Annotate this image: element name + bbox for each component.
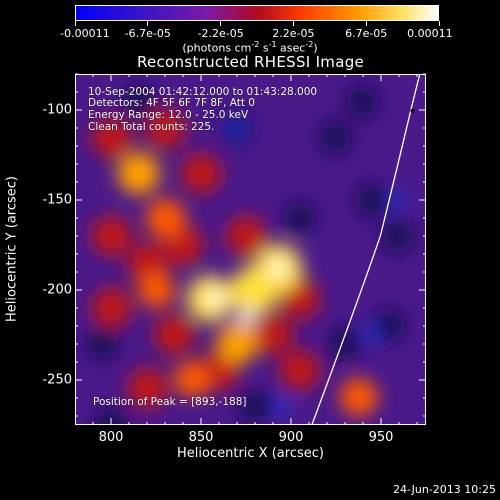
colorbar-tick-label: -6.7e-05 (124, 27, 171, 40)
y-tick-label: -100 (42, 102, 72, 118)
colorbar-tick-label: 6.7e-05 (345, 27, 388, 40)
heatmap-negative-region (328, 327, 361, 360)
heatmap-core (237, 307, 256, 326)
x-tick-label: 800 (98, 430, 124, 445)
detectors-annotation: Detectors: 4F 5F 6F 7F 8F, Att 0 (88, 97, 255, 109)
heatmap-bright-region (173, 360, 211, 398)
heatmap-negative-peak (389, 191, 408, 210)
colorbar-tick (292, 21, 294, 26)
heatmap-emission-region (145, 108, 186, 149)
heatmap-blobs (86, 85, 415, 424)
heatmap-emission-region (252, 314, 293, 355)
heatmap-core (269, 259, 288, 278)
time-range-annotation: 10-Sep-2004 01:42:12.000 to 01:43:28.000 (88, 86, 318, 98)
heatmap-negative-region (283, 202, 316, 235)
heatmap-negative-region (238, 390, 271, 423)
heatmap-bright-region (339, 378, 378, 417)
heatmap-emission-region (279, 350, 320, 391)
colorbar-units: (photons cm-2 s-1 asec-2) (182, 40, 318, 55)
heatmap (76, 75, 425, 424)
x-tick-label: 850 (188, 430, 214, 445)
colorbar-tick (74, 21, 76, 26)
heatmap-emission-region (91, 216, 132, 257)
colorbar-tick (365, 21, 367, 26)
heatmap-emission-region (154, 314, 195, 355)
heatmap-emission-region (226, 216, 267, 257)
plot-area: 10-Sep-2004 01:42:12.000 to 01:43:28.000… (75, 74, 426, 425)
heatmap-emission-region (127, 368, 168, 409)
colorbar-tick (220, 21, 222, 26)
heatmap-bright-region (216, 322, 258, 364)
marker-dot (410, 108, 415, 113)
heatmap-negative-peak (272, 397, 291, 416)
heatmap-negative-region (346, 85, 379, 118)
heatmap-bright-region (145, 198, 186, 238)
colorbar-tick-label: 2.2e-05 (272, 27, 315, 40)
heatmap-negative-region (95, 408, 128, 424)
x-tick-label: 950 (368, 430, 394, 445)
heatmap-emission-region (181, 153, 222, 194)
solar-limb (311, 75, 421, 424)
y-tick-label: -200 (42, 282, 72, 298)
clean-annotation: Clean Total counts: 225. (88, 121, 215, 133)
colorbar-gradient (76, 6, 438, 20)
timestamp: 24-Jun-2013 10:25 (393, 483, 496, 496)
x-tick-label: 900 (278, 430, 304, 445)
heatmap-core (206, 289, 225, 308)
heatmap-negative-region (319, 121, 352, 154)
colorbar-tick-label: -0.00011 (60, 27, 110, 40)
heatmap-negative-region (86, 327, 119, 360)
heatmap-bright-region (117, 152, 160, 195)
colorbar-tick-label: 0.00011 (407, 27, 453, 40)
colorbar-tick-label: -2.2e-05 (197, 27, 244, 40)
y-axis-label: Heliocentric Y (arcsec) (4, 176, 20, 322)
heatmap-negative-region (373, 309, 406, 342)
heatmap-emission-region (91, 117, 132, 158)
peak-position-annotation: Position of Peak = [893,-188] (93, 396, 247, 408)
y-tick-label: -150 (42, 192, 72, 208)
x-axis-label: Heliocentric X (arcsec) (177, 446, 324, 461)
colorbar-tick (147, 21, 149, 26)
y-tick-label: -250 (42, 372, 72, 388)
colorbar-tick (438, 21, 440, 26)
energy-annotation: Energy Range: 12.0 - 25.0 keV (88, 109, 249, 121)
heatmap-bright-region (138, 271, 175, 309)
heatmap-negative-region (355, 184, 388, 217)
chart-title: Reconstructed RHESSI Image (136, 53, 365, 71)
heatmap-negative-peak (228, 119, 247, 138)
heatmap-negative-region (382, 220, 415, 253)
heatmap-negative-peak (362, 325, 381, 344)
colorbar (75, 5, 439, 21)
heatmap-negative-region (122, 85, 155, 118)
heatmap-emission-region (91, 287, 132, 328)
